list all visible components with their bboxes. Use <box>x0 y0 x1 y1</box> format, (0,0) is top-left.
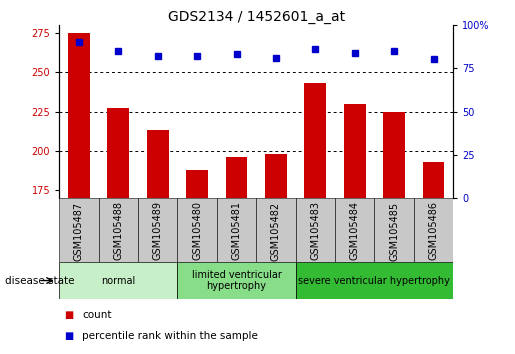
Text: percentile rank within the sample: percentile rank within the sample <box>82 331 259 341</box>
Bar <box>177 198 217 262</box>
Text: GSM105483: GSM105483 <box>311 201 320 261</box>
Bar <box>59 262 177 299</box>
Text: GSM105480: GSM105480 <box>192 201 202 261</box>
Text: severe ventricular hypertrophy: severe ventricular hypertrophy <box>299 275 450 286</box>
Text: GSM105487: GSM105487 <box>74 201 84 261</box>
Text: GSM105482: GSM105482 <box>271 201 281 261</box>
Bar <box>296 262 453 299</box>
Text: count: count <box>82 310 112 320</box>
Text: GSM105481: GSM105481 <box>232 201 242 261</box>
Bar <box>138 198 177 262</box>
Bar <box>217 198 256 262</box>
Bar <box>265 154 287 198</box>
Text: GSM105484: GSM105484 <box>350 201 359 261</box>
Bar <box>99 198 138 262</box>
Bar <box>108 108 129 198</box>
Bar <box>147 130 168 198</box>
Text: disease state: disease state <box>5 275 75 286</box>
Bar <box>256 198 296 262</box>
Text: normal: normal <box>101 275 135 286</box>
Bar <box>304 83 326 198</box>
Bar <box>296 198 335 262</box>
Bar <box>226 157 247 198</box>
Bar <box>383 112 405 198</box>
Bar <box>59 198 99 262</box>
Bar <box>423 162 444 198</box>
Bar <box>374 198 414 262</box>
Text: GSM105489: GSM105489 <box>153 201 163 261</box>
Bar <box>414 198 453 262</box>
Bar <box>335 198 374 262</box>
Text: GSM105486: GSM105486 <box>428 201 438 261</box>
Title: GDS2134 / 1452601_a_at: GDS2134 / 1452601_a_at <box>168 10 345 24</box>
Text: ■: ■ <box>64 331 74 341</box>
Text: GSM105485: GSM105485 <box>389 201 399 261</box>
Text: ■: ■ <box>64 310 74 320</box>
Bar <box>186 170 208 198</box>
Bar <box>177 262 296 299</box>
Text: GSM105488: GSM105488 <box>113 201 123 261</box>
Text: limited ventricular
hypertrophy: limited ventricular hypertrophy <box>192 270 282 291</box>
Bar <box>68 33 90 198</box>
Bar <box>344 104 366 198</box>
